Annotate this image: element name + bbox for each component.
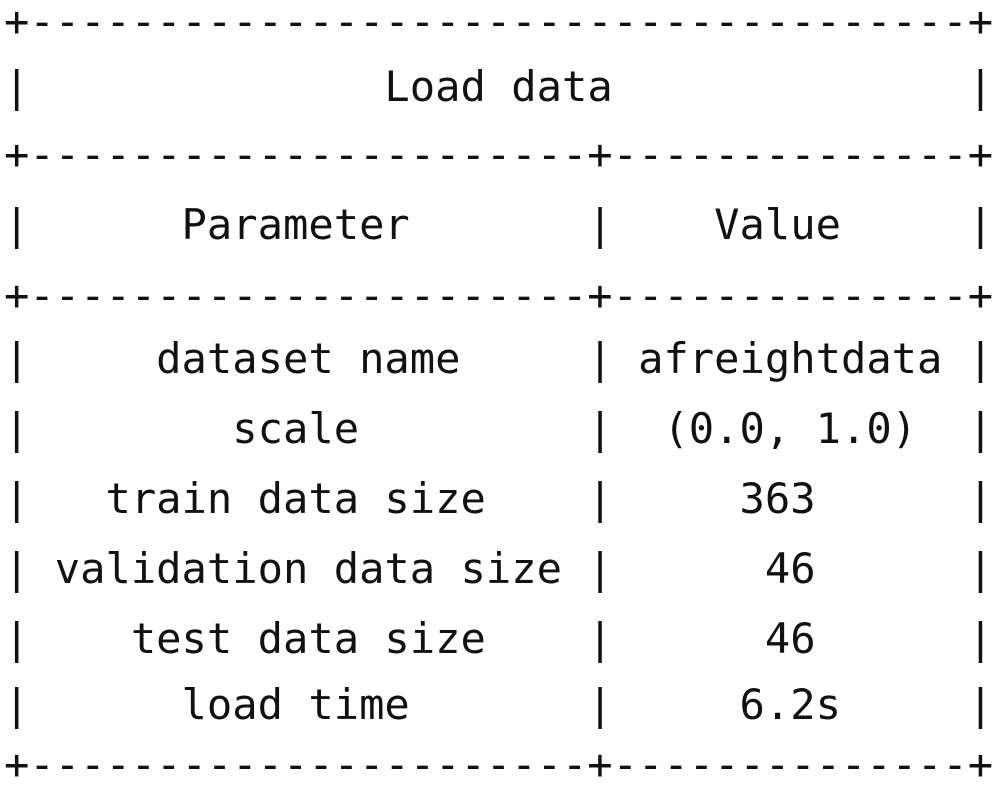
parameter-cell: validation data size xyxy=(29,544,588,593)
header-value: Value xyxy=(612,200,968,249)
table-row: | dataset name | afreightdata | xyxy=(4,334,994,383)
parameter-cell: train data size xyxy=(29,474,588,523)
table-row: | load time | 6.2s | xyxy=(4,680,994,729)
value-cell: afreightdata xyxy=(612,334,968,383)
header-parameter: Parameter xyxy=(29,200,588,249)
title-divider: +----------------------+--------------+ xyxy=(4,130,994,179)
header-divider: +----------------------+--------------+ xyxy=(4,271,994,320)
parameter-cell: scale xyxy=(29,404,588,453)
table-row: | test data size | 46 | xyxy=(4,614,994,663)
header-row: | Parameter | Value | xyxy=(4,200,994,249)
value-cell: (0.0, 1.0) xyxy=(612,404,968,453)
parameter-cell: load time xyxy=(29,680,588,729)
value-cell: 46 xyxy=(612,614,968,663)
table-row: | validation data size | 46 | xyxy=(4,544,994,593)
value-cell: 6.2s xyxy=(612,680,968,729)
title-row: | Load data | xyxy=(4,62,994,111)
parameter-cell: test data size xyxy=(29,614,588,663)
table-row: | scale | (0.0, 1.0) | xyxy=(4,404,994,453)
value-cell: 46 xyxy=(612,544,968,593)
parameter-cell: dataset name xyxy=(29,334,588,383)
value-cell: 363 xyxy=(612,474,968,523)
table-title: Load data xyxy=(29,62,968,111)
table-row: | train data size | 363 | xyxy=(4,474,994,523)
top-border: +-------------------------------------+ xyxy=(4,0,994,46)
bottom-border: +----------------------+--------------+ xyxy=(4,740,994,789)
load-data-table: +-------------------------------------+ |… xyxy=(4,0,993,794)
